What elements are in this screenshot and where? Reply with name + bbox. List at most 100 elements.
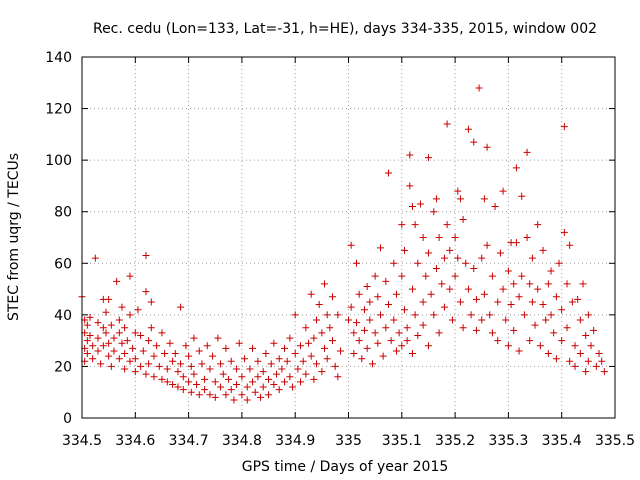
- data-point: [150, 373, 158, 381]
- data-point: [131, 329, 139, 337]
- data-point: [432, 195, 440, 203]
- data-point: [430, 311, 438, 319]
- data-point: [105, 339, 113, 347]
- data-point: [560, 228, 568, 236]
- data-point: [544, 280, 552, 288]
- data-point: [448, 316, 456, 324]
- data-point: [587, 342, 595, 350]
- data-point: [416, 200, 424, 208]
- data-point: [352, 319, 360, 327]
- data-point: [472, 326, 480, 334]
- data-point: [459, 215, 467, 223]
- data-point: [94, 319, 102, 327]
- data-point: [315, 301, 323, 309]
- data-point: [131, 368, 139, 376]
- data-point: [281, 344, 289, 352]
- data-point: [566, 241, 574, 249]
- data-point: [227, 386, 235, 394]
- data-point: [483, 241, 491, 249]
- data-point: [179, 373, 187, 381]
- x-tick-label: 335: [335, 433, 362, 449]
- data-point: [478, 316, 486, 324]
- data-point: [198, 360, 206, 368]
- data-point: [323, 311, 331, 319]
- data-point: [403, 324, 411, 332]
- data-point: [486, 311, 494, 319]
- data-point: [510, 280, 518, 288]
- data-point: [483, 143, 491, 151]
- data-point: [432, 264, 440, 272]
- data-point: [523, 234, 531, 241]
- data-point: [254, 373, 262, 381]
- data-point: [451, 272, 459, 280]
- data-point: [137, 331, 145, 339]
- data-point: [89, 342, 97, 350]
- data-point: [238, 373, 246, 381]
- data-point: [563, 324, 571, 332]
- data-point: [459, 324, 467, 332]
- data-point: [209, 352, 217, 360]
- x-tick-label: 334.5: [62, 433, 102, 449]
- data-point: [379, 352, 387, 360]
- data-point: [265, 391, 273, 399]
- data-point: [211, 378, 219, 386]
- data-point: [507, 301, 515, 309]
- data-point: [97, 360, 105, 368]
- data-point: [499, 285, 507, 293]
- data-point: [446, 246, 454, 254]
- data-point: [446, 285, 454, 293]
- data-point: [371, 272, 379, 280]
- x-tick-label: 335.4: [542, 433, 582, 449]
- data-point: [363, 344, 371, 352]
- data-point: [187, 388, 195, 396]
- data-point: [440, 303, 448, 311]
- data-point: [281, 378, 289, 386]
- data-point: [201, 386, 209, 394]
- data-point: [456, 298, 464, 306]
- data-point: [576, 350, 584, 358]
- data-point: [454, 187, 462, 195]
- data-point: [182, 342, 190, 350]
- data-point: [329, 337, 337, 345]
- data-point: [374, 339, 382, 347]
- data-point: [392, 347, 400, 355]
- data-point: [555, 259, 563, 267]
- data-point: [408, 285, 416, 293]
- data-point: [115, 355, 123, 363]
- data-point: [262, 350, 270, 358]
- data-point: [251, 388, 259, 396]
- data-point: [534, 221, 542, 229]
- data-point: [169, 380, 177, 388]
- data-point: [121, 350, 129, 358]
- data-point: [536, 342, 544, 350]
- data-point: [267, 360, 275, 368]
- data-point: [126, 311, 134, 319]
- data-point: [201, 375, 209, 383]
- data-point: [121, 365, 129, 373]
- data-point: [243, 383, 251, 391]
- data-point: [145, 360, 153, 368]
- data-point: [299, 357, 307, 365]
- data-point: [107, 362, 115, 370]
- data-point: [360, 326, 368, 334]
- data-point: [363, 282, 371, 290]
- data-point: [403, 337, 411, 345]
- data-point: [496, 249, 504, 257]
- data-point: [190, 334, 198, 342]
- data-point: [217, 360, 225, 368]
- data-point: [225, 375, 233, 383]
- data-point: [86, 313, 94, 321]
- data-point: [582, 368, 590, 376]
- data-point: [592, 362, 600, 370]
- data-point: [107, 321, 115, 329]
- data-point: [275, 355, 283, 363]
- data-point: [515, 347, 523, 355]
- data-point: [174, 383, 182, 391]
- data-point: [528, 298, 536, 306]
- data-point: [94, 334, 102, 342]
- data-point: [424, 342, 432, 350]
- data-point: [576, 316, 584, 324]
- data-point: [398, 272, 406, 280]
- data-point: [414, 331, 422, 339]
- data-point: [419, 298, 427, 306]
